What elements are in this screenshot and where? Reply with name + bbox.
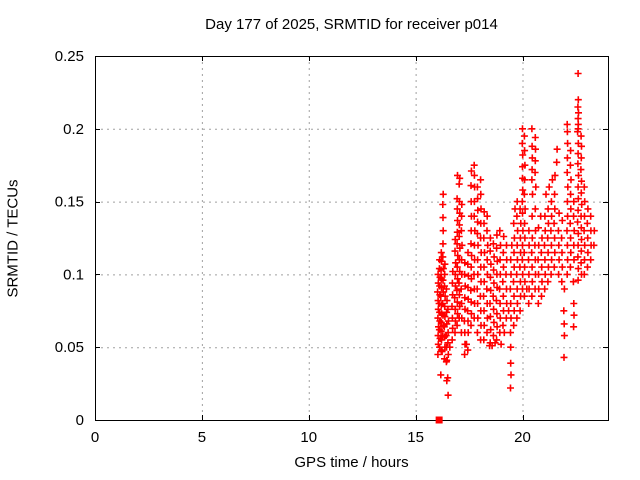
x-axis-label: GPS time / hours — [294, 454, 409, 471]
x-tick-label: 20 — [514, 429, 531, 446]
y-tick-label: 0.25 — [55, 48, 84, 65]
x-tick-label: 5 — [198, 429, 206, 446]
chart-title: Day 177 of 2025, SRMTID for receiver p01… — [205, 16, 498, 33]
y-axis-label: SRMTID / TECUs — [4, 179, 22, 298]
x-tick-label: 15 — [407, 429, 424, 446]
tick-labels: 0 5 10 15 20 0 0.05 0.1 0.15 0.2 0.25 — [55, 48, 531, 446]
y-tick-label: 0.1 — [63, 266, 84, 283]
y-tick-label: 0.05 — [55, 339, 84, 356]
x-tick-label: 10 — [300, 429, 317, 446]
y-tick-label: 0 — [76, 412, 84, 429]
y-tick-label: 0.15 — [55, 194, 84, 211]
y-tick-label: 0.2 — [63, 121, 84, 138]
x-tick-label: 0 — [91, 429, 99, 446]
series-SRMTID — [434, 70, 598, 399]
series-zero-epoch-marker — [435, 416, 443, 424]
axes — [95, 56, 609, 421]
